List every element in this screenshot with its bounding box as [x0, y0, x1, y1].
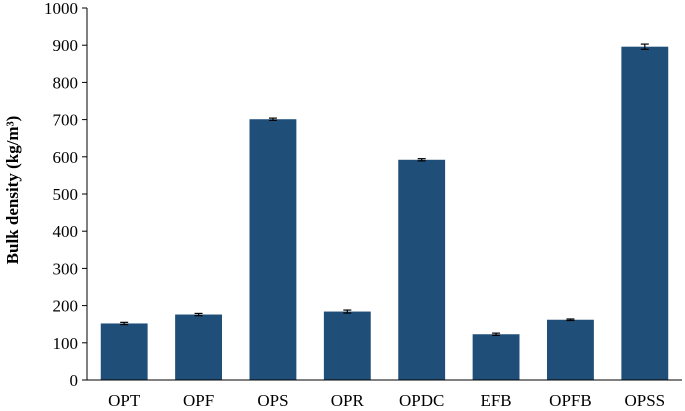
error-bar-opr	[343, 309, 352, 314]
error-bar-ops	[268, 117, 277, 121]
bar-opss	[621, 46, 669, 381]
bar-opr	[323, 311, 371, 380]
error-bar-opss	[640, 43, 649, 50]
bar-opf	[175, 314, 222, 380]
x-tick-label: OPR	[331, 391, 365, 410]
bar-opfb	[547, 319, 594, 380]
y-tick-label: 900	[53, 36, 79, 55]
error-bar-efb	[492, 332, 501, 336]
bars	[100, 46, 669, 381]
bar-opt	[100, 323, 148, 380]
y-tick-label: 400	[53, 222, 79, 241]
y-tick-label: 800	[53, 73, 79, 92]
y-tick-label: 1000	[44, 0, 78, 18]
y-axis: 0 100 200 300 400 500 600 700 800 900 1000	[44, 0, 87, 390]
x-tick-label: OPFB	[549, 391, 592, 410]
bar-ops	[249, 119, 297, 380]
x-tick-label: EFB	[480, 391, 511, 410]
y-tick-label: 500	[53, 185, 79, 204]
y-axis-label: Bulk density (kg/m³)	[3, 116, 22, 265]
y-tick-label: 700	[53, 111, 79, 130]
y-tick-label: 300	[53, 259, 79, 278]
x-tick-label: OPSS	[624, 391, 665, 410]
x-tick-label: OPS	[257, 391, 288, 410]
x-axis: OPT OPF OPS OPR OPDC EFB OPFB OPSS	[108, 391, 665, 410]
error-bar-opfb	[566, 318, 575, 322]
x-tick-label: OPF	[183, 391, 214, 410]
error-bar-opdc	[417, 158, 426, 162]
bar-opdc	[398, 159, 446, 380]
y-tick-label: 100	[53, 334, 79, 353]
y-tick-label: 200	[53, 297, 79, 316]
y-tick-label: 0	[70, 371, 79, 390]
error-bar-opt	[120, 321, 129, 326]
y-tick-label: 600	[53, 148, 79, 167]
x-tick-label: OPT	[108, 391, 141, 410]
error-bar-opf	[194, 312, 203, 317]
bar-efb	[472, 334, 520, 380]
x-tick-label: OPDC	[399, 391, 444, 410]
error-bars	[120, 43, 649, 336]
